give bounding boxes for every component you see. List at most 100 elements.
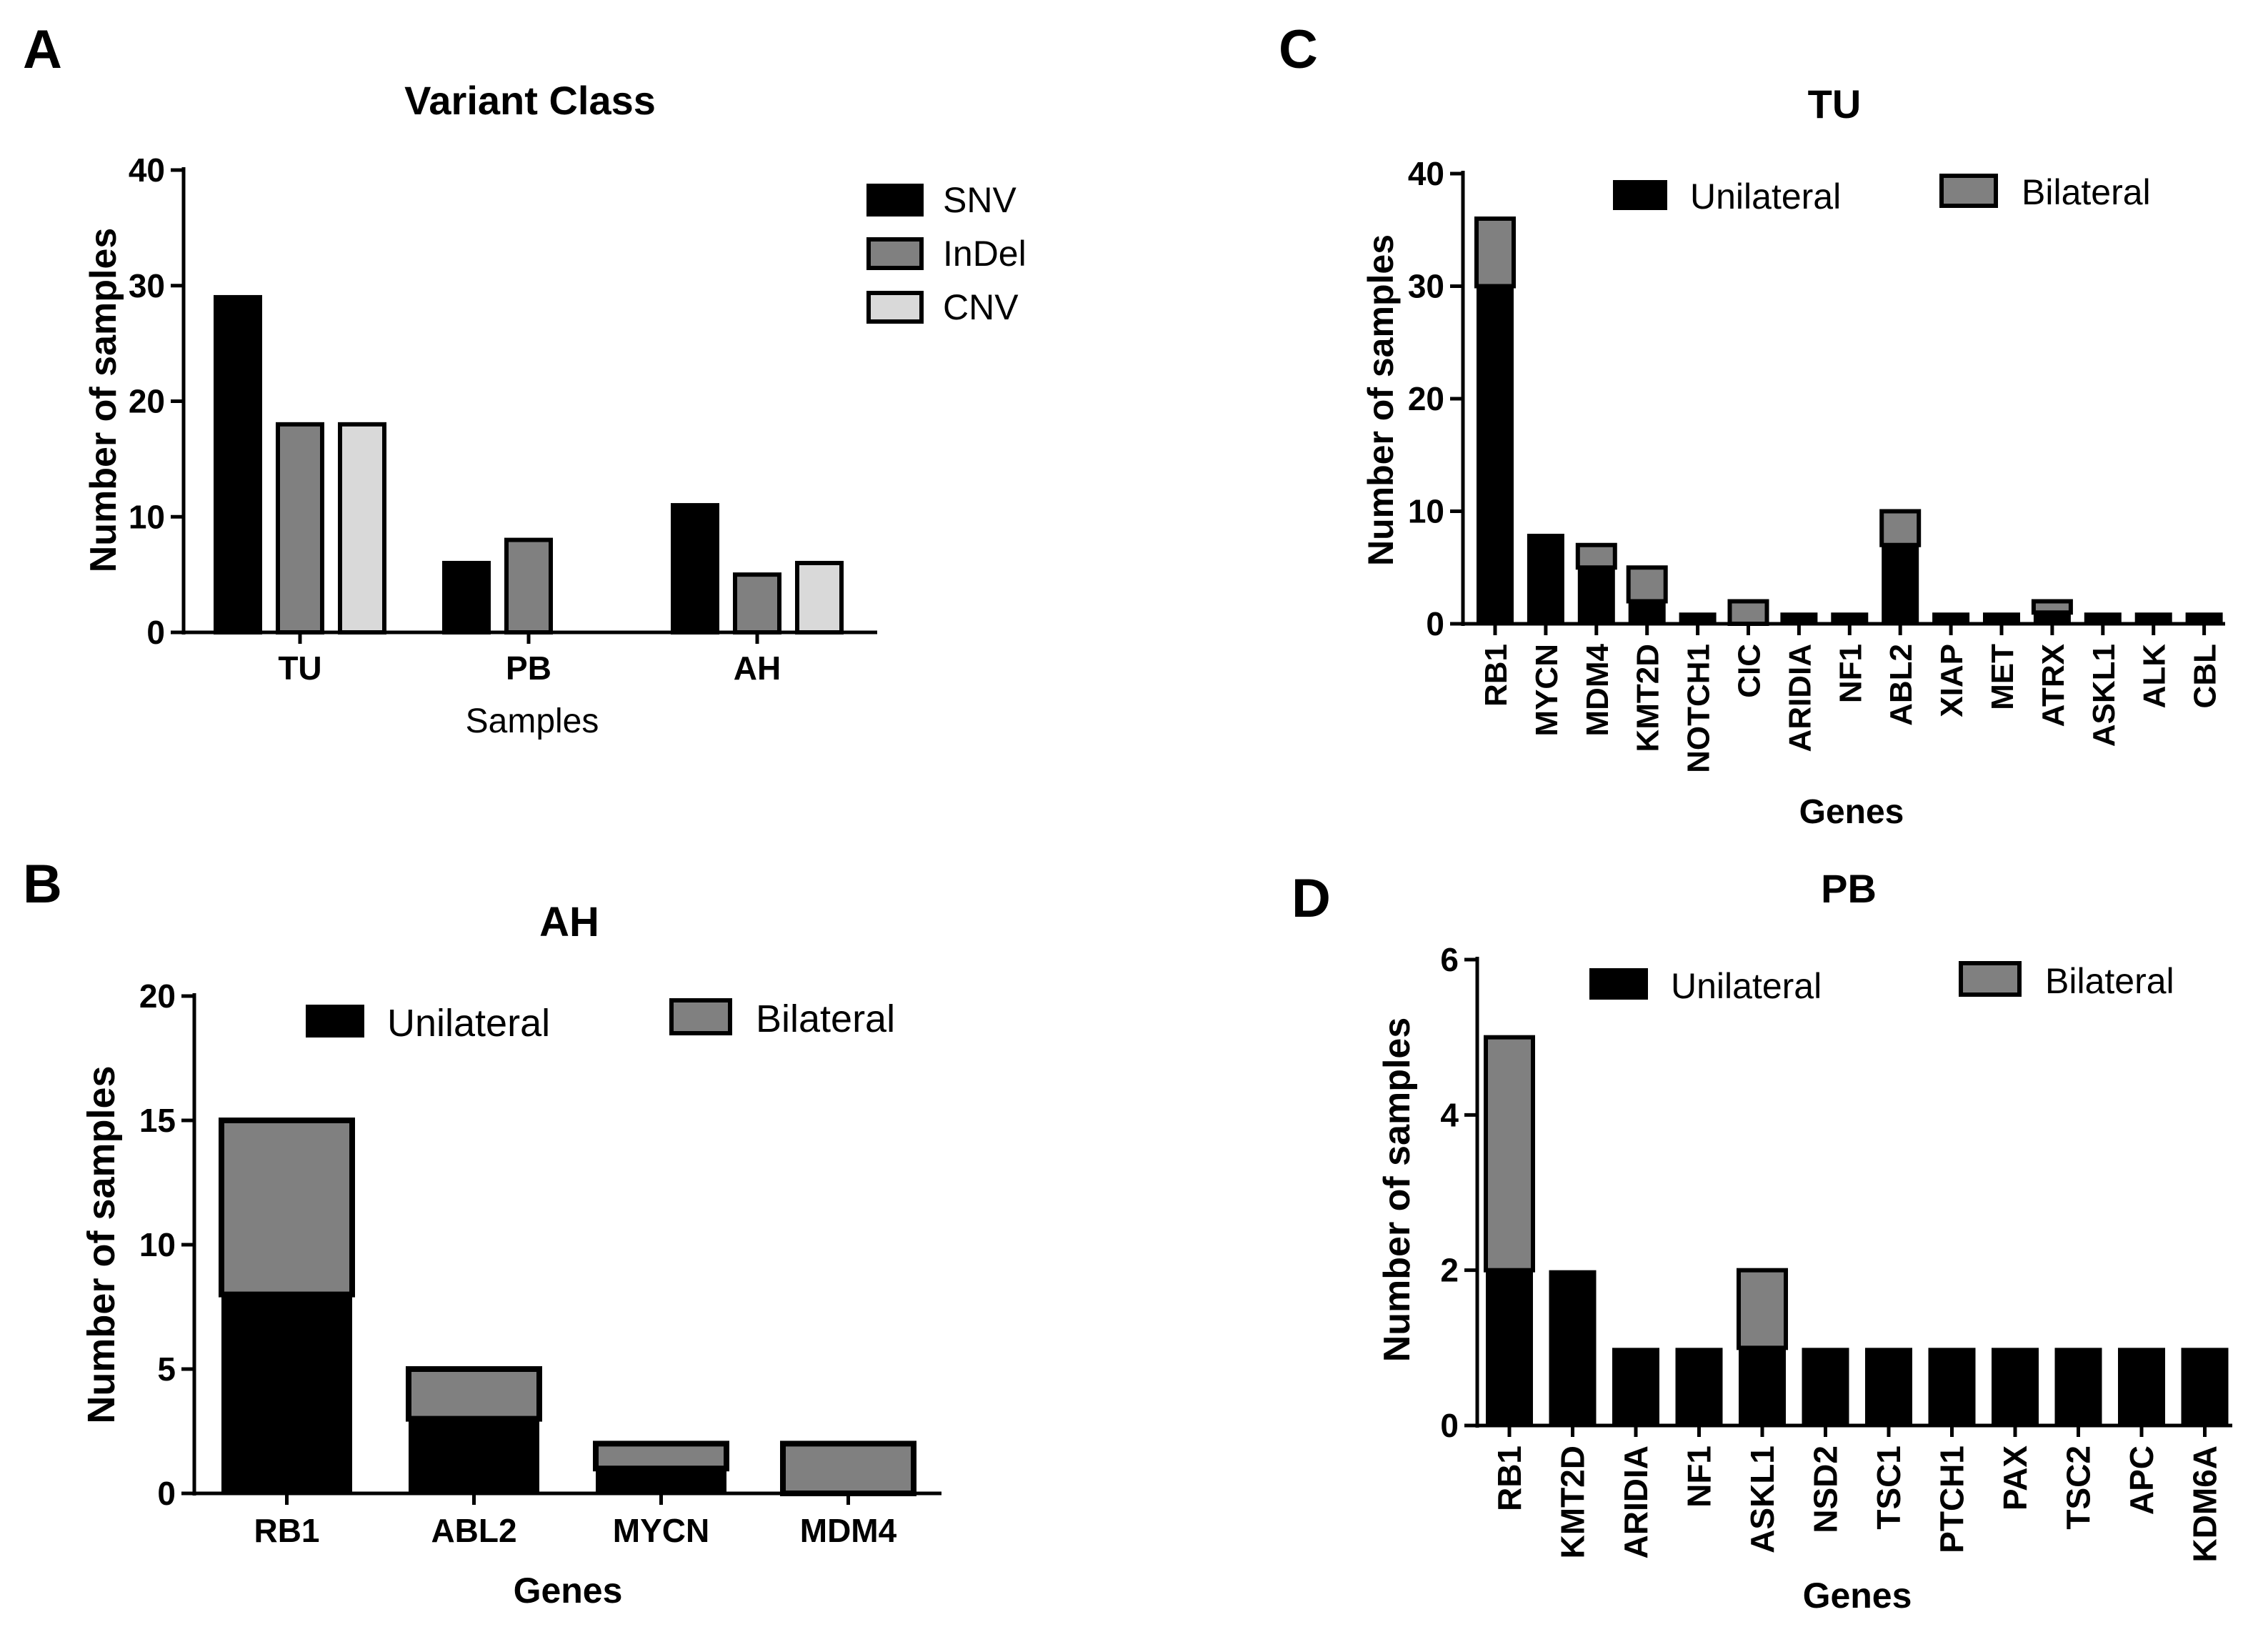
y-tick-label: 0 xyxy=(1440,1407,1459,1444)
bar-unilateral-tsc1 xyxy=(1865,1348,1912,1426)
x-tick-label: NF1 xyxy=(1681,1446,1718,1508)
bar-unilateral-kdm6a xyxy=(2181,1348,2229,1426)
bar-unilateral-aridia xyxy=(1780,612,1818,624)
bar-indel-pb xyxy=(504,537,553,635)
bar-unilateral-cbl xyxy=(2185,612,2223,624)
y-tick-label: 4 xyxy=(1440,1096,1459,1133)
bar-bilateral-mdm4 xyxy=(1575,542,1617,570)
x-tick-label: PTCH1 xyxy=(1934,1446,1971,1553)
y-tick-label: 20 xyxy=(129,383,165,420)
x-tick-label: MDM4 xyxy=(800,1512,897,1549)
bar-cnv-ah xyxy=(795,560,844,635)
bar-unilateral-rb1 xyxy=(1477,286,1514,624)
bar-unilateral-mycn xyxy=(596,1468,726,1493)
bar-bilateral-atrx xyxy=(2031,599,2073,615)
y-tick-label: 10 xyxy=(1408,493,1444,530)
y-tick-label: 40 xyxy=(129,151,165,189)
x-tick-label: RB1 xyxy=(1479,644,1514,707)
bar-bilateral-askl1 xyxy=(1737,1268,1788,1350)
y-axis-label: Number of samples xyxy=(80,1065,123,1423)
panel-label-c: C xyxy=(1279,19,1318,80)
bar-bilateral-cic xyxy=(1727,599,1769,626)
panel-label-d: D xyxy=(1292,868,1331,929)
legend-label-unilateral: Unilateral xyxy=(1671,966,1822,1006)
x-axis-label: Genes xyxy=(1803,1576,1912,1616)
legend-swatch-unilateral xyxy=(1589,968,1648,1000)
x-tick-label: TSC1 xyxy=(1870,1446,1907,1530)
legend-label-cnv: CNV xyxy=(943,287,1019,327)
x-axis-label: Genes xyxy=(1799,793,1904,831)
panel-label-b: B xyxy=(23,854,62,915)
bar-unilateral-mdm4 xyxy=(1577,567,1615,624)
y-tick-label: 2 xyxy=(1440,1252,1459,1289)
bar-snv-tu xyxy=(214,294,262,635)
x-tick-label: NSD2 xyxy=(1807,1446,1844,1533)
chart-variant-class: 0 10 20 30 40 Variant Class Samples Number of s… xyxy=(83,78,1026,740)
legend-swatch-unilateral xyxy=(306,1005,364,1038)
bar-unilateral-notch1 xyxy=(1679,612,1717,624)
x-tick-label: APC xyxy=(2123,1446,2160,1515)
bar-cnv-tu xyxy=(338,422,386,635)
x-tick-label: KMT2D xyxy=(1554,1446,1592,1558)
x-tick-label: MYCN xyxy=(613,1512,709,1549)
legend-swatch-bilateral xyxy=(1959,961,2022,997)
x-tick-label: KDM6A xyxy=(2187,1446,2224,1563)
bar-bilateral-abl2 xyxy=(1879,509,1922,547)
y-tick-label: 40 xyxy=(1408,155,1444,192)
bar-unilateral-pax xyxy=(1992,1348,2039,1426)
bar-indel-tu xyxy=(276,422,324,635)
x-tick-label: NOTCH1 xyxy=(1682,644,1717,773)
y-tick-label: 0 xyxy=(157,1475,176,1512)
legend-label-bilateral: Bilateral xyxy=(2022,172,2151,212)
y-tick-label: 15 xyxy=(139,1102,176,1139)
bar-unilateral-ptch1 xyxy=(1928,1348,1976,1426)
y-tick-label: 0 xyxy=(146,614,165,651)
bar-unilateral-nf1 xyxy=(1831,612,1869,624)
y-axis-label: Number of samples xyxy=(1361,234,1401,566)
y-tick-label: 10 xyxy=(139,1226,176,1263)
chart-title: Variant Class xyxy=(404,78,656,123)
bar-unilateral-xiap xyxy=(1932,612,1970,624)
bar-bilateral-rb1 xyxy=(1474,217,1516,289)
x-tick-label: PB xyxy=(506,650,551,687)
x-tick-label: RB1 xyxy=(254,1512,319,1549)
x-tick-label: ALK xyxy=(2137,644,2172,709)
legend-swatch-unilateral xyxy=(1613,180,1667,210)
bar-unilateral-alk xyxy=(2134,612,2172,624)
bar-unilateral-nsd2 xyxy=(1802,1348,1849,1426)
chart-title: PB xyxy=(1821,866,1877,911)
bar-bilateral-rb1 xyxy=(1484,1035,1535,1273)
chart-title: TU xyxy=(1808,81,1862,126)
bar-unilateral-nf1 xyxy=(1675,1348,1723,1426)
y-tick-label: 6 xyxy=(1440,941,1459,978)
bar-unilateral-abl2 xyxy=(1882,544,1919,624)
chart-tu: 0 10 20 30 40 TU Genes Number of samples RB1 MYCN… xyxy=(1361,81,2225,831)
bar-bilateral-kmt2d xyxy=(1626,565,1668,604)
x-tick-label: CBL xyxy=(2188,644,2223,708)
bar-bilateral-rb1 xyxy=(219,1118,355,1298)
chart-ah: 0 5 10 15 20 AH Genes Number of samples RB1 ABL2 M… xyxy=(80,899,941,1611)
x-tick-label: MYCN xyxy=(1529,644,1564,737)
bar-unilateral-mycn xyxy=(1527,534,1564,624)
x-tick-label: ARIDIA xyxy=(1782,644,1817,752)
chart-pb: 0 2 4 6 PB Genes Number of samples RB1 KMT2D ARID… xyxy=(1377,866,2232,1616)
bar-unilateral-tsc2 xyxy=(2054,1348,2102,1426)
legend-label-unilateral: Unilateral xyxy=(1690,176,1841,217)
chart-title: AH xyxy=(539,899,599,945)
x-tick-label: NF1 xyxy=(1833,644,1868,703)
y-tick-label: 0 xyxy=(1426,605,1444,642)
legend-label-bilateral: Bilateral xyxy=(2045,961,2174,1001)
y-tick-label: 30 xyxy=(1408,268,1444,305)
x-tick-label: TSC2 xyxy=(2060,1446,2097,1530)
x-tick-label: AH xyxy=(734,650,781,687)
bar-unilateral-aridia xyxy=(1612,1348,1659,1426)
x-tick-label: RB1 xyxy=(1491,1446,1528,1511)
y-tick-label: 10 xyxy=(129,498,165,535)
legend-swatch-cnv xyxy=(866,291,924,324)
x-tick-label: CIC xyxy=(1732,644,1767,698)
bar-unilateral-kmt2d xyxy=(1628,601,1666,624)
panel-label-a: A xyxy=(23,19,62,80)
x-tick-label: MDM4 xyxy=(1580,643,1615,736)
y-axis-label: Number of samples xyxy=(83,228,124,573)
